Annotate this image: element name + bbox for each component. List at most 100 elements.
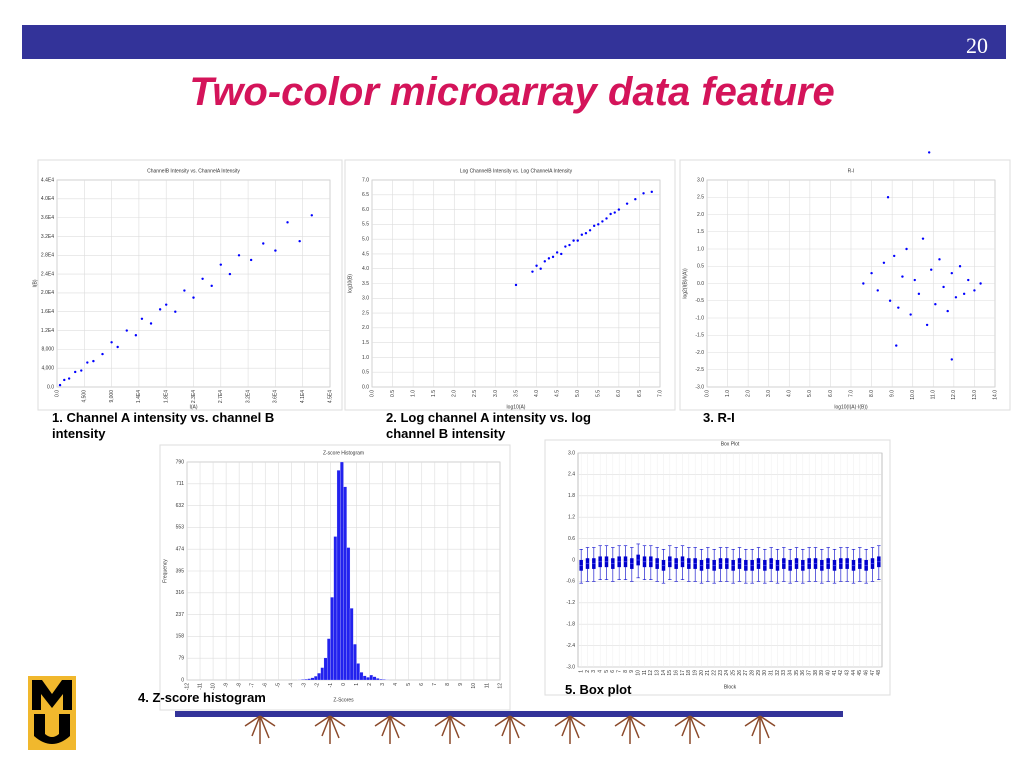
x-tick-label: 22 (711, 670, 717, 676)
caption: 3. R-I (703, 410, 735, 425)
scatter-point (310, 214, 313, 217)
x-tick-label: 15 (667, 670, 673, 676)
scatter-point (584, 232, 588, 235)
y-tick-label: -3.0 (695, 384, 704, 390)
scatter-point (555, 251, 559, 254)
scatter-point (547, 257, 551, 260)
y-tick-label: 3.0 (362, 296, 369, 302)
y-tick-label: -0.6 (566, 579, 575, 585)
y-tick-label: 2.8E4 (41, 253, 54, 259)
x-tick-label: 26 (737, 670, 743, 676)
x-tick-label: 1.8E4 (164, 390, 170, 403)
footer-bar (175, 711, 843, 717)
scatter-point (535, 264, 538, 267)
histogram-bar (340, 461, 344, 681)
x-tick-label: -8 (236, 683, 242, 688)
y-tick-label: 237 (176, 612, 185, 618)
scatter-point (58, 383, 62, 387)
histogram-bar (330, 597, 334, 681)
x-tick-label: 2.3E4 (191, 390, 197, 403)
scatter-point (895, 344, 898, 347)
y-tick-label: -1.0 (695, 315, 704, 321)
y-tick-label: -3.0 (566, 664, 575, 670)
y-tick-label: 474 (176, 547, 185, 553)
y-tick-label: 1.6E4 (41, 309, 54, 315)
scatter-point (609, 212, 612, 216)
x-tick-label: 3.6E4 (273, 390, 279, 403)
x-tick-label: 6.5 (637, 390, 643, 397)
x-tick-label: 1 (578, 670, 584, 673)
x-tick-label: 3 (380, 683, 386, 686)
y-tick-label: 4.0 (362, 266, 369, 272)
x-tick-label: 9,000 (109, 390, 115, 403)
y-tick-label: 395 (176, 568, 185, 574)
scatter-point (192, 296, 195, 299)
y-tick-label: 0.5 (697, 264, 704, 270)
y-tick-label: 316 (176, 590, 185, 596)
scatter-point (921, 237, 925, 240)
histogram-bar (353, 644, 357, 681)
scatter-point (576, 239, 579, 242)
scatter-point (605, 217, 608, 220)
x-tick-label: 2.5 (472, 390, 478, 397)
root-decoration (244, 715, 776, 744)
x-tick-label: 36 (800, 670, 806, 676)
scatter-point (930, 268, 933, 271)
scatter-point (110, 341, 113, 344)
x-tick-label: 44 (851, 670, 857, 676)
x-tick-label: 29 (756, 670, 762, 676)
scatter-point (514, 283, 518, 287)
scatter-point (572, 239, 575, 242)
x-tick-label: 10 (471, 683, 477, 689)
x-tick-label: 0.5 (390, 390, 396, 397)
x-tick-label: 0.0 (369, 390, 375, 397)
x-tick-label: 42 (838, 670, 844, 676)
scatter-point (625, 202, 629, 205)
y-tick-label: 632 (176, 503, 185, 509)
x-tick-label: 12 (648, 670, 654, 676)
x-tick-label: 10.0 (910, 390, 916, 400)
scatter-point (588, 229, 592, 232)
scatter-point (642, 192, 645, 195)
x-tick-label: 3.0 (493, 390, 499, 397)
x-tick-label: 25 (730, 670, 736, 676)
x-tick-label: 27 (743, 670, 749, 676)
x-tick-label: 45 (857, 670, 863, 676)
x-tick-label: 4.5E4 (327, 390, 333, 403)
y-axis-label: log2(I(B)/I(A)) (682, 268, 688, 299)
x-tick-label: 6 (610, 670, 616, 673)
y-tick-label: 4.4E4 (41, 177, 54, 183)
x-tick-label: 5.5 (596, 390, 602, 397)
histogram-bar (372, 676, 377, 681)
y-tick-label: 711 (176, 481, 184, 487)
y-tick-label: 2.0 (697, 212, 704, 218)
x-tick-label: 28 (749, 670, 755, 676)
x-tick-label: 14.0 (992, 390, 998, 400)
y-tick-label: 6.0 (362, 207, 369, 213)
scatter-point (158, 308, 162, 311)
x-tick-label: 7 (432, 683, 438, 686)
y-tick-label: 1.0 (697, 246, 704, 252)
scatter-point (882, 261, 886, 264)
scatter-point (870, 271, 873, 275)
scatter-point (237, 254, 241, 257)
x-tick-label: 13.0 (972, 390, 978, 400)
scatter-point (950, 271, 953, 275)
histogram-bar (356, 663, 360, 681)
y-tick-label: 1.5 (362, 340, 369, 346)
histogram-bar (343, 486, 347, 681)
y-tick-label: 3.5 (362, 281, 369, 287)
logo (28, 676, 76, 750)
x-tick-label: 8.0 (869, 390, 875, 397)
x-axis-label: log10(I(A)·I(B)) (834, 404, 868, 410)
scatter-point (165, 303, 168, 306)
x-tick-label: 1.0 (410, 390, 416, 397)
y-tick-label: 0.6 (568, 536, 575, 542)
x-tick-label: 3.5 (513, 390, 519, 397)
x-tick-label: -2 (315, 683, 321, 688)
x-tick-label: 39 (819, 670, 825, 676)
x-tick-label: 43 (844, 670, 850, 676)
x-tick-label: -6 (263, 683, 269, 688)
y-tick-label: 3.6E4 (41, 215, 54, 221)
